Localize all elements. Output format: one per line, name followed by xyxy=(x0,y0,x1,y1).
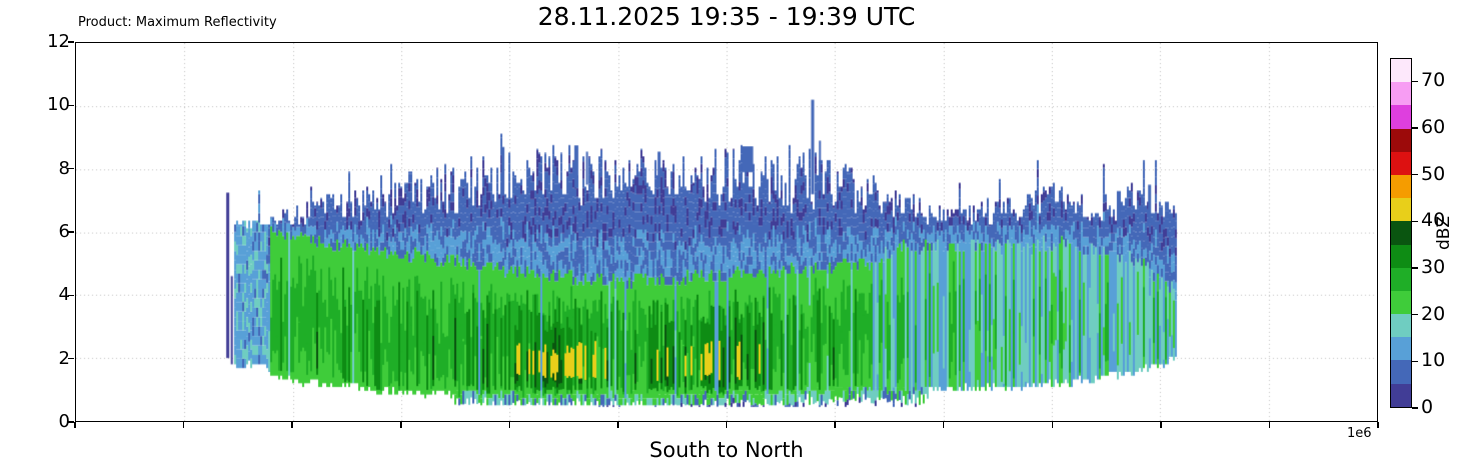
x-tick-mark xyxy=(291,422,293,428)
y-tick-label: 4 xyxy=(58,284,70,306)
x-tick-mark xyxy=(1051,422,1053,428)
y-tick-mark xyxy=(68,231,74,233)
y-tick-mark xyxy=(68,41,74,43)
colorbar-segment xyxy=(1391,59,1411,83)
y-tick-label: 12 xyxy=(47,31,70,52)
x-tick-mark xyxy=(508,422,511,428)
colorbar-segment xyxy=(1391,128,1411,152)
reflectivity-heatmap-canvas xyxy=(76,43,1377,421)
y-tick-label: 6 xyxy=(58,221,70,242)
colorbar-segment xyxy=(1391,267,1411,291)
x-tick-mark xyxy=(725,422,728,428)
colorbar-tick-mark xyxy=(1412,267,1418,269)
colorbar-tick-mark xyxy=(1412,173,1418,176)
colorbar-segment xyxy=(1391,244,1411,268)
colorbar-segment xyxy=(1391,383,1411,407)
y-tick-mark xyxy=(68,357,74,360)
colorbar xyxy=(1390,58,1412,408)
colorbar-tick-mark xyxy=(1412,220,1418,223)
x-tick-mark xyxy=(1268,422,1271,428)
chart-title: 28.11.2025 19:35 - 19:39 UTC xyxy=(537,2,916,31)
x-axis-label: South to North xyxy=(649,438,804,462)
y-tick-label: 8 xyxy=(58,157,70,179)
x-tick-mark xyxy=(1377,422,1379,428)
y-tick-mark xyxy=(68,104,74,107)
x-tick-mark xyxy=(1160,422,1162,428)
y-tick-mark xyxy=(68,294,74,297)
colorbar-tick-label: 10 xyxy=(1421,349,1446,372)
colorbar-segment xyxy=(1391,105,1411,129)
colorbar-segment xyxy=(1391,290,1411,315)
y-tick-mark xyxy=(68,421,74,423)
x-tick-mark xyxy=(182,422,185,428)
colorbar-tick-label: 0 xyxy=(1421,396,1434,418)
y-tick-label: 0 xyxy=(58,411,70,432)
colorbar-segment xyxy=(1391,174,1411,199)
x-tick-mark xyxy=(834,422,836,428)
colorbar-segment xyxy=(1391,82,1411,106)
colorbar-tick-mark xyxy=(1412,313,1418,316)
x-tick-mark xyxy=(942,422,945,428)
colorbar-tick-mark xyxy=(1412,407,1418,409)
colorbar-segment xyxy=(1391,337,1411,361)
colorbar-segment xyxy=(1391,221,1411,245)
colorbar-tick-label: 30 xyxy=(1421,256,1446,278)
colorbar-segment xyxy=(1391,314,1411,338)
y-tick-label: 2 xyxy=(58,347,70,369)
colorbar-tick-mark xyxy=(1412,80,1418,83)
colorbar-tick-label: 50 xyxy=(1421,162,1446,185)
x-tick-mark xyxy=(400,422,402,428)
colorbar-segment xyxy=(1391,198,1411,222)
colorbar-tick-label: 70 xyxy=(1421,69,1446,92)
colorbar-tick-label: 20 xyxy=(1421,302,1446,325)
product-label: Product: Maximum Reflectivity xyxy=(78,15,277,30)
colorbar-tick-mark xyxy=(1412,360,1418,363)
x-tick-mark xyxy=(74,422,76,428)
colorbar-segment xyxy=(1391,151,1411,175)
colorbar-tick-label: 40 xyxy=(1421,209,1446,232)
colorbar-tick-mark xyxy=(1412,127,1418,129)
plot-area xyxy=(75,42,1378,422)
x-axis-offset-text: 1e6 xyxy=(1347,426,1372,441)
y-tick-label: 10 xyxy=(47,94,70,116)
colorbar-tick-label: 60 xyxy=(1421,116,1446,138)
colorbar-segment xyxy=(1391,360,1411,384)
x-tick-mark xyxy=(617,422,619,428)
y-tick-mark xyxy=(68,167,74,170)
